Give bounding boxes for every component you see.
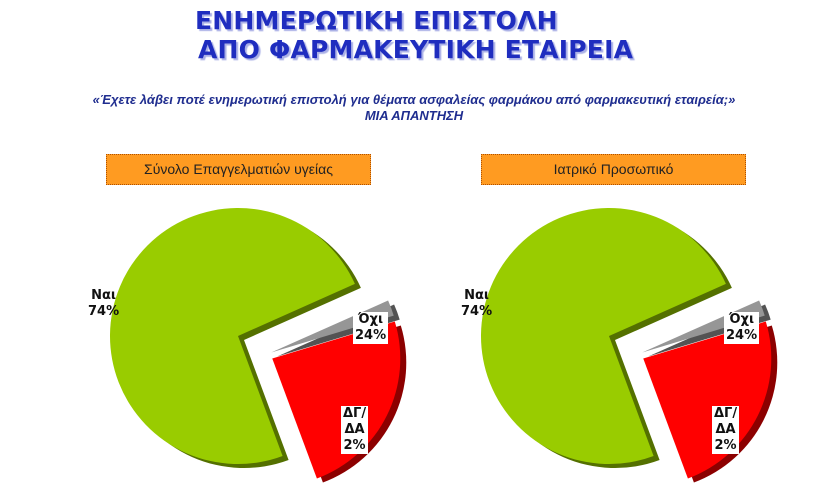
slice-label-no: Όχι 24%	[724, 312, 760, 344]
pie-svg	[480, 208, 778, 483]
slice-name: Ναι	[464, 288, 489, 303]
answer-note: ΜΙΑ ΑΠΑΝΤΗΣΗ	[364, 108, 464, 123]
slice-label-yes: Ναι 74%	[88, 288, 119, 320]
slice-label-dk: ΔΓ/ΔΑ 2%	[341, 406, 369, 454]
slice-name: Όχι	[729, 312, 755, 327]
title-line-2: ΑΠΟ ΦΑΡΜΑΚΕΥΤΙΚΗ ΕΤΑΙΡΕΙΑ	[198, 35, 634, 64]
question-text: «Έχετε λάβει ποτέ ενημερωτική επιστολή γ…	[92, 92, 736, 107]
slice-label-yes: Ναι 74%	[461, 288, 492, 320]
survey-question: «Έχετε λάβει ποτέ ενημερωτική επιστολή γ…	[0, 92, 828, 124]
chart-title-box: Σύνολο Επαγγελματιών υγείας	[106, 154, 371, 185]
pie-slice-yes	[109, 208, 355, 465]
slice-name: Όχι	[358, 312, 384, 327]
slice-label-dk: ΔΓ/ΔΑ 2%	[712, 406, 740, 454]
slice-name: ΔΓ/ΔΑ	[714, 406, 738, 437]
page-title: ΕΝΗΜΕΡΩΤΙΚΗ ΕΠΙΣΤΟΛΗ ΑΠΟ ΦΑΡΜΑΚΕΥΤΙΚΗ ΕΤ…	[195, 6, 633, 64]
slice-value: 2%	[343, 438, 366, 453]
slice-value: 2%	[714, 438, 737, 453]
pie-slice-no	[643, 321, 772, 479]
pie-slice-no	[272, 321, 401, 479]
slice-value: 24%	[726, 328, 758, 343]
slice-label-no: Όχι 24%	[353, 312, 389, 344]
chart-title-box: Ιατρικό Προσωπικό	[481, 154, 746, 185]
slice-value: 24%	[355, 328, 387, 343]
pie-slice-yes	[480, 208, 726, 465]
slice-name: ΔΓ/ΔΑ	[343, 406, 367, 437]
slice-value: 74%	[88, 304, 120, 319]
slice-name: Ναι	[91, 288, 116, 303]
slice-value: 74%	[461, 304, 493, 319]
title-line-1: ΕΝΗΜΕΡΩΤΙΚΗ ΕΠΙΣΤΟΛΗ	[195, 6, 558, 35]
